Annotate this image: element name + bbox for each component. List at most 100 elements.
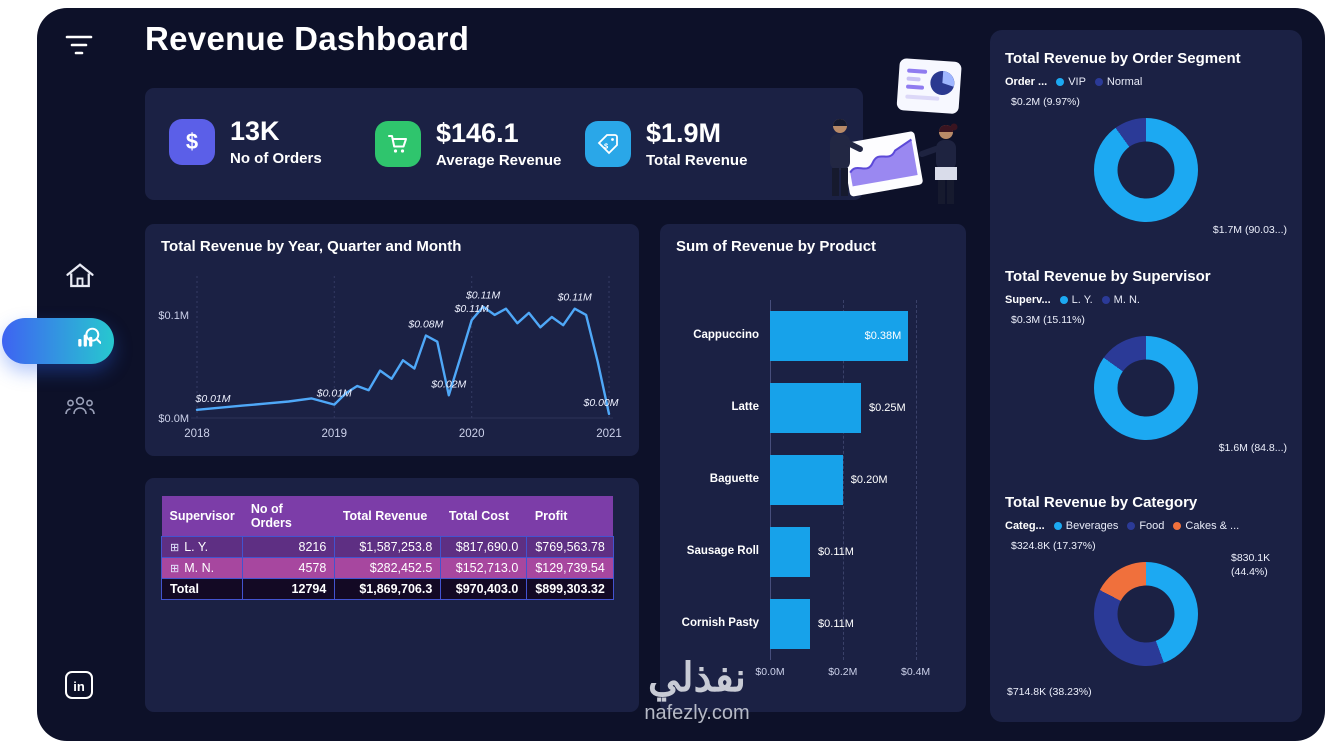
bar-category-label: Cappuccino <box>693 329 759 342</box>
legend-item[interactable]: M. N. <box>1101 294 1140 306</box>
axis-tick-label: $0.2M <box>828 666 858 678</box>
svg-text:$0.11M: $0.11M <box>557 292 592 304</box>
watermark: نفذلي nafezly.com <box>585 654 809 725</box>
price-tag-icon: $ <box>585 121 631 168</box>
analytics-search-icon <box>75 326 102 357</box>
column-header[interactable]: Total Cost <box>440 496 527 537</box>
chart-legend: Order ... VIP Normal <box>1005 76 1287 88</box>
kpi-total-revenue: $ $1.9M Total Revenue <box>585 119 747 169</box>
legend-item[interactable]: VIP <box>1056 76 1086 88</box>
legend-label: VIP <box>1068 76 1086 88</box>
kpi-panel: $ 13K No of Orders $146.1 Average Revenu… <box>145 88 863 200</box>
donut-section-category: Total Revenue by Category Categ... Bevera… <box>1005 494 1287 700</box>
legend-item[interactable]: Cakes & ... <box>1173 520 1239 532</box>
legend-item[interactable]: Normal <box>1094 76 1143 88</box>
sidebar-users-button[interactable] <box>61 390 99 423</box>
column-header[interactable]: Total Revenue <box>334 496 441 537</box>
bar-axis: $0.0M $0.2M $0.4M <box>755 666 952 684</box>
table-header-row: Supervisor No of Orders Total Revenue Total… <box>161 496 614 537</box>
bar[interactable] <box>770 599 811 649</box>
expand-icon[interactable]: ⊞ <box>170 563 180 575</box>
svg-text:2018: 2018 <box>184 428 210 440</box>
kpi-no-of-orders: $ 13K No of Orders <box>169 117 322 167</box>
donut-hole <box>1117 141 1175 199</box>
donut-ring[interactable] <box>1094 118 1198 222</box>
legend-title: Superv... <box>1005 294 1051 306</box>
legend-item[interactable]: Beverages <box>1053 520 1118 532</box>
chart-title: Total Revenue by Order Segment <box>1005 50 1241 67</box>
donut-section-order-segment: Total Revenue by Order Segment Order ...… <box>1005 50 1287 246</box>
column-header[interactable]: Supervisor <box>161 496 243 537</box>
legend-dot <box>1053 522 1062 530</box>
bar[interactable] <box>770 527 811 577</box>
svg-text:$0.0M: $0.0M <box>158 413 189 425</box>
bar-value-label: $0.20M <box>850 474 888 486</box>
legend-dot <box>1094 78 1103 86</box>
filter-menu-button[interactable] <box>61 30 97 63</box>
legend-label: Normal <box>1106 76 1143 88</box>
gridline <box>915 300 917 660</box>
bar[interactable] <box>770 383 861 433</box>
line-chart-svg: 2018 2019 2020 2021 $0.0M $0.1M $0.01M $0.01M $0… <box>158 276 622 440</box>
kpi-value: $146.1 <box>436 118 519 148</box>
bar-value-label: $0.11M <box>818 618 854 630</box>
table-row[interactable]: ⊞ M. N. 4578 $282,452.5 $152,713.0 $129,739.5… <box>160 557 614 579</box>
bar-row: Latte $0.25M <box>674 372 952 444</box>
bar-track: $0.20M <box>770 455 952 505</box>
donut-chart-supervisor: $1.6M (84.8...) $0.3M (15.11%) <box>1005 314 1287 464</box>
donut-chart-order-segment: $1.7M (90.03...) $0.2M (9.97%) <box>1005 96 1287 246</box>
legend-title: Categ... <box>1005 520 1045 532</box>
table-cell: $769,563.78 <box>526 536 614 558</box>
bar-row: Sausage Roll $0.11M <box>674 516 952 588</box>
donut-charts-panel: Total Revenue by Order Segment Order ...… <box>990 30 1302 722</box>
line-chart-panel: Total Revenue by Year, Quarter and Month… <box>145 224 639 456</box>
svg-text:$0.11M: $0.11M <box>465 290 500 302</box>
sidebar-analytics-item-active[interactable] <box>2 318 114 364</box>
bar-value-label: $0.38M <box>864 330 902 342</box>
svg-text:$0.1M: $0.1M <box>158 310 189 322</box>
column-header[interactable]: Profit <box>526 496 614 537</box>
kpi-label: No of Orders <box>230 150 322 168</box>
legend-item[interactable]: Food <box>1127 520 1164 532</box>
table-cell: $970,403.0 <box>440 578 528 600</box>
bar-chart[interactable]: Cappuccino $0.38M Latte $0.25M Baguette $0.20… <box>674 300 952 684</box>
page-title: Revenue Dashboard <box>145 20 470 57</box>
table-row[interactable]: ⊞ L. Y. 8216 $1,587,253.8 $817,690.0 $769,563… <box>160 536 614 558</box>
donut-ring[interactable] <box>1094 562 1198 666</box>
table-row[interactable]: Total 12794 $1,869,706.3 $970,403.0 $899,303… <box>160 578 614 600</box>
donut-section-supervisor: Total Revenue by Supervisor Superv... L. … <box>1005 268 1287 464</box>
bar-category-label: Sausage Roll <box>686 545 759 558</box>
home-icon <box>65 263 95 293</box>
bar[interactable] <box>770 455 843 505</box>
table-cell: $899,303.32 <box>526 578 614 600</box>
expand-icon[interactable]: ⊞ <box>170 542 180 554</box>
svg-text:in: in <box>73 679 85 694</box>
table-cell: 8216 <box>242 536 336 558</box>
cart-icon <box>375 121 421 168</box>
sidebar: in <box>2 8 117 741</box>
line-chart[interactable]: 2018 2019 2020 2021 $0.0M $0.1M $0.01M $0.01M $0… <box>155 264 625 449</box>
column-header[interactable]: No of Orders <box>242 496 335 537</box>
slice-label: $830.1K (44.4%) <box>1231 552 1271 578</box>
bar-value-label: $0.11M <box>818 546 854 558</box>
bar[interactable]: $0.38M <box>770 311 909 361</box>
table-cell: $1,869,706.3 <box>334 578 442 600</box>
table-cell: $152,713.0 <box>440 557 528 579</box>
bar-category-label: Latte <box>731 401 759 414</box>
bar-value-label: $0.25M <box>869 402 906 414</box>
table-cell: $282,452.5 <box>334 557 442 579</box>
kpi-label: Total Revenue <box>646 152 748 170</box>
supervisor-table: Supervisor No of Orders Total Revenue Total… <box>160 496 614 600</box>
table-cell: $1,587,253.8 <box>334 536 442 558</box>
slice-label: $1.6M (84.8...) <box>1218 442 1287 454</box>
donut-ring[interactable] <box>1094 336 1198 440</box>
linkedin-button[interactable]: in <box>60 666 98 707</box>
legend-item[interactable]: L. Y. <box>1059 294 1093 306</box>
bar-row: Cornish Pasty $0.11M <box>674 588 952 660</box>
dollar-icon: $ <box>169 119 215 166</box>
bar-row: Cappuccino $0.38M <box>674 300 952 372</box>
svg-text:$0.01M: $0.01M <box>194 393 230 405</box>
legend-dot <box>1127 522 1136 530</box>
sidebar-home-button[interactable] <box>61 258 99 297</box>
legend-dot <box>1059 296 1068 304</box>
